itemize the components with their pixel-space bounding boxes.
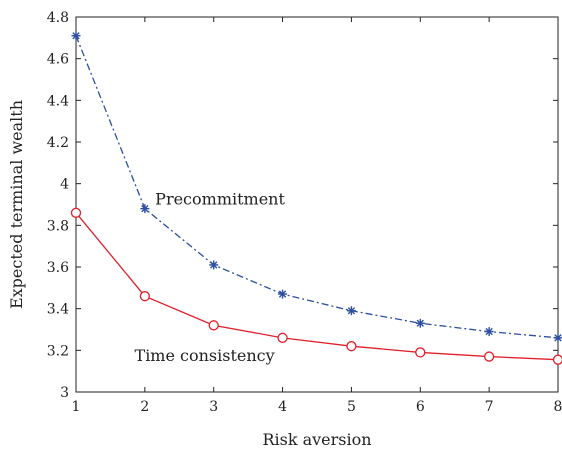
x-axis-ticks: 1 2 3 4 5 6 7 8 — [72, 17, 562, 415]
data-point — [70, 207, 82, 218]
data-point — [278, 289, 288, 299]
series-layer — [70, 31, 562, 365]
plot-area: 1 2 3 4 5 6 7 8 3 3.2 3.4 3.6 3.8 4 4.2 4.4 4.6 4.8 Prec… — [47, 10, 562, 415]
plot-frame — [75, 16, 559, 393]
x-tick-label: 2 — [140, 399, 149, 415]
annotation-label: Precommitment — [155, 190, 285, 209]
data-point — [208, 320, 219, 331]
data-point — [415, 347, 426, 358]
y-axis-ticks: 3 3.2 3.4 3.6 3.8 4 4.2 4.4 4.6 4.8 — [47, 10, 558, 401]
annotation-layer: Precommitment Time consistency — [135, 190, 286, 365]
data-point — [277, 332, 288, 343]
y-tick-label: 3.6 — [47, 260, 69, 276]
y-tick-label: 4.2 — [47, 135, 69, 151]
data-point — [484, 327, 494, 337]
x-tick-label: 5 — [347, 399, 356, 415]
data-point — [553, 333, 562, 343]
series-line — [75, 35, 559, 339]
x-tick-label: 8 — [554, 399, 562, 415]
annotation-label: Time consistency — [135, 346, 275, 365]
x-axis-label: Risk aversion — [262, 430, 371, 449]
data-point — [415, 318, 425, 328]
data-point — [552, 354, 562, 365]
x-tick-label: 4 — [278, 399, 287, 415]
data-point — [71, 31, 81, 41]
data-point — [346, 306, 356, 316]
y-tick-label: 3.2 — [47, 343, 69, 359]
y-tick-label: 3.4 — [47, 302, 69, 318]
y-tick-label: 4 — [60, 177, 69, 193]
series-2 — [70, 207, 562, 365]
data-point — [346, 341, 357, 352]
y-tick-label: 4.4 — [47, 93, 69, 109]
y-tick-label: 3.8 — [47, 218, 69, 234]
x-tick-label: 6 — [416, 399, 425, 415]
y-tick-label: 3 — [60, 385, 69, 401]
x-tick-label: 1 — [72, 399, 81, 415]
data-point — [209, 260, 219, 270]
y-tick-label: 4.6 — [47, 52, 69, 68]
data-point — [483, 351, 495, 362]
y-axis-label: Expected terminal wealth — [7, 100, 26, 309]
data-point — [139, 291, 151, 302]
y-tick-label: 4.8 — [47, 10, 69, 26]
x-tick-label: 7 — [485, 399, 494, 415]
data-point — [140, 204, 150, 214]
x-tick-label: 3 — [209, 399, 218, 415]
series-line — [75, 212, 559, 361]
series-1 — [71, 31, 562, 343]
